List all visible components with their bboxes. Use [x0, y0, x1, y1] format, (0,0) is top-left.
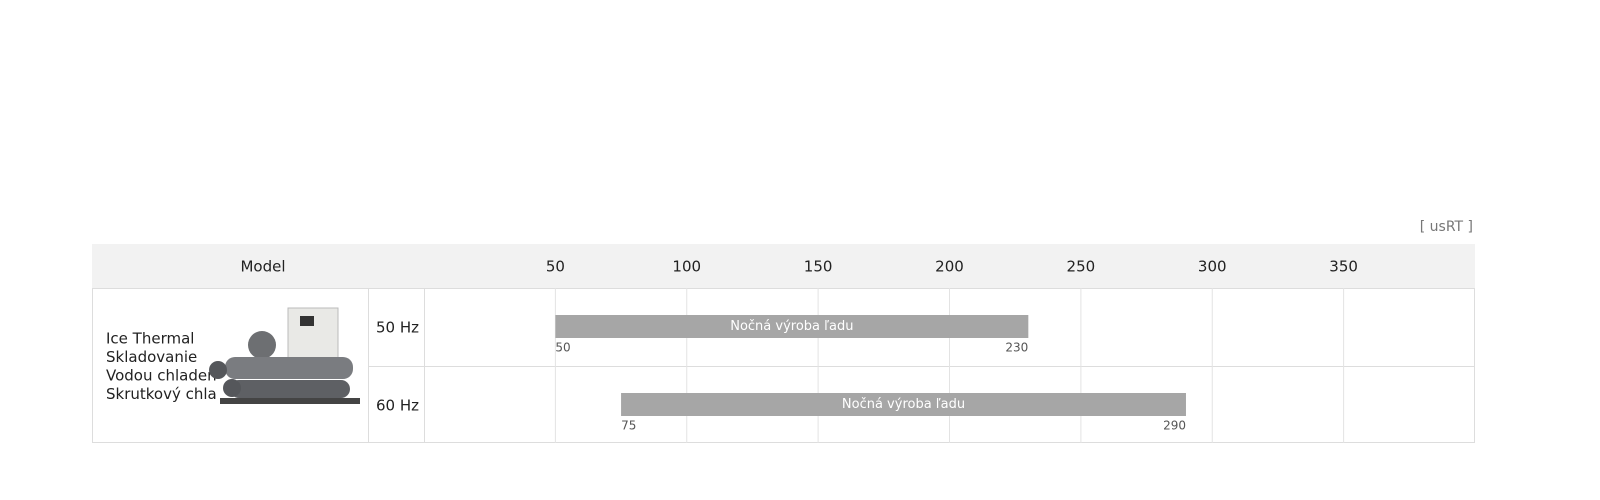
x-tick-label: 50: [546, 258, 565, 276]
bar-label: Nočná výroba ľadu: [842, 397, 965, 412]
x-tick-label: 150: [804, 258, 833, 276]
min-label: 50: [555, 341, 570, 355]
table-body: [92, 288, 1475, 443]
min-label: 75: [621, 419, 636, 433]
model-name-line: Skrutkový chla: [106, 385, 217, 403]
x-tick-label: 100: [672, 258, 701, 276]
range-bar: [621, 393, 1186, 416]
x-tick-label: 250: [1067, 258, 1096, 276]
frequency-label: 60 Hz: [376, 397, 419, 415]
x-tick-label: 350: [1329, 258, 1358, 276]
x-tick-label: 200: [935, 258, 964, 276]
model-name-line: Vodou chladen: [106, 367, 217, 385]
frequency-label: 50 Hz: [376, 319, 419, 337]
max-label: 290: [1163, 419, 1186, 433]
bar-label: Nočná výroba ľadu: [730, 319, 853, 334]
range-bar: [555, 315, 1029, 338]
unit-label: [ usRT ]: [1420, 219, 1473, 235]
x-tick-label: 300: [1198, 258, 1227, 276]
model-name-line: Skladovanie: [106, 348, 197, 366]
model-name-line: Ice Thermal: [106, 330, 194, 348]
max-label: 230: [1005, 341, 1028, 355]
header-row: [92, 244, 1475, 288]
model-header: Model: [240, 258, 285, 276]
chiller-image: [209, 307, 360, 404]
